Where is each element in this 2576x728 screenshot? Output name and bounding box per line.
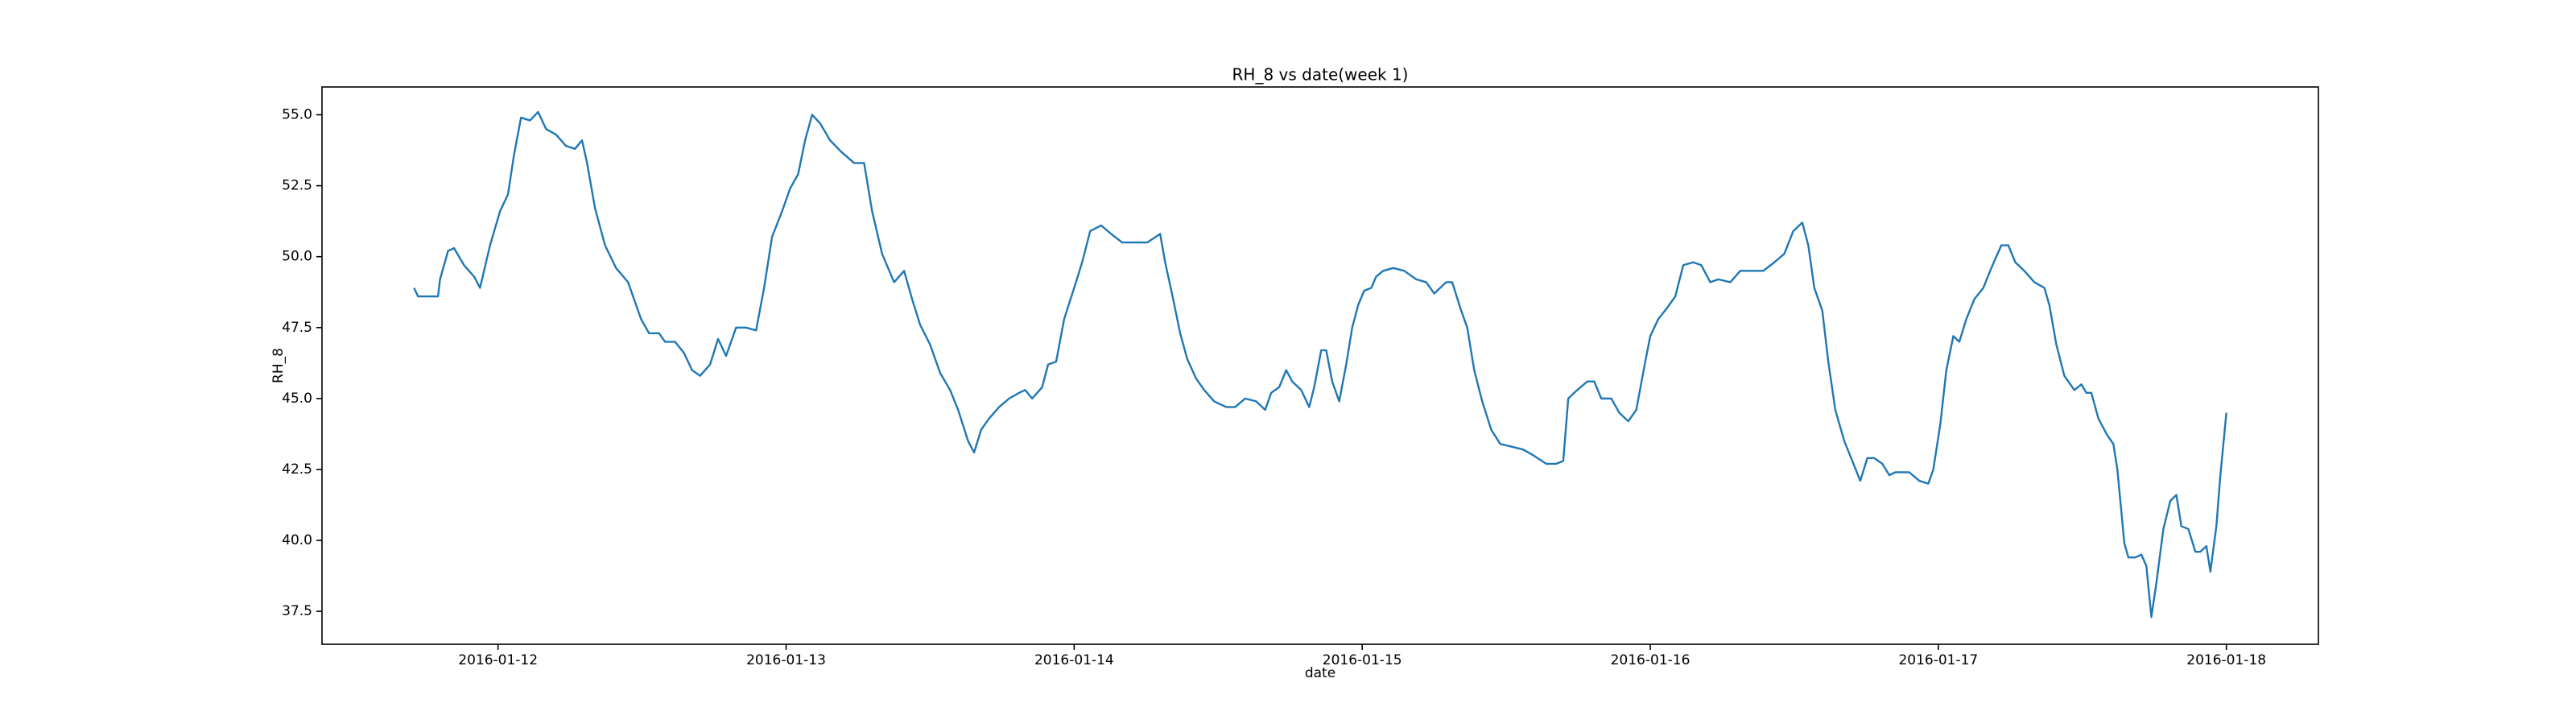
y-tick-label: 37.5 <box>282 603 312 619</box>
y-tick-label: 42.5 <box>282 461 312 478</box>
x-tick-label: 2016-01-14 <box>1034 652 1114 668</box>
y-tick-label: 40.0 <box>282 532 312 548</box>
x-axis-label: date <box>1305 665 1335 681</box>
plot-frame <box>321 86 2319 645</box>
x-tick-label: 2016-01-17 <box>1898 652 1978 668</box>
x-tick-label: 2016-01-13 <box>746 652 826 668</box>
x-tick-label: 2016-01-18 <box>2186 652 2266 668</box>
y-axis-label: RH_8 <box>270 348 287 383</box>
y-tick-label: 47.5 <box>282 320 312 336</box>
x-tick-label: 2016-01-15 <box>1323 652 1402 668</box>
y-tick-label: 52.5 <box>282 178 312 194</box>
x-tick-label: 2016-01-16 <box>1611 652 1690 668</box>
data-line <box>413 110 2227 618</box>
x-tick-label: 2016-01-12 <box>458 652 538 668</box>
chart-title: RH_8 vs date(week 1) <box>1232 65 1409 85</box>
y-tick-label: 50.0 <box>282 249 312 265</box>
y-tick-label: 55.0 <box>282 107 312 123</box>
y-tick-label: 45.0 <box>282 391 312 407</box>
